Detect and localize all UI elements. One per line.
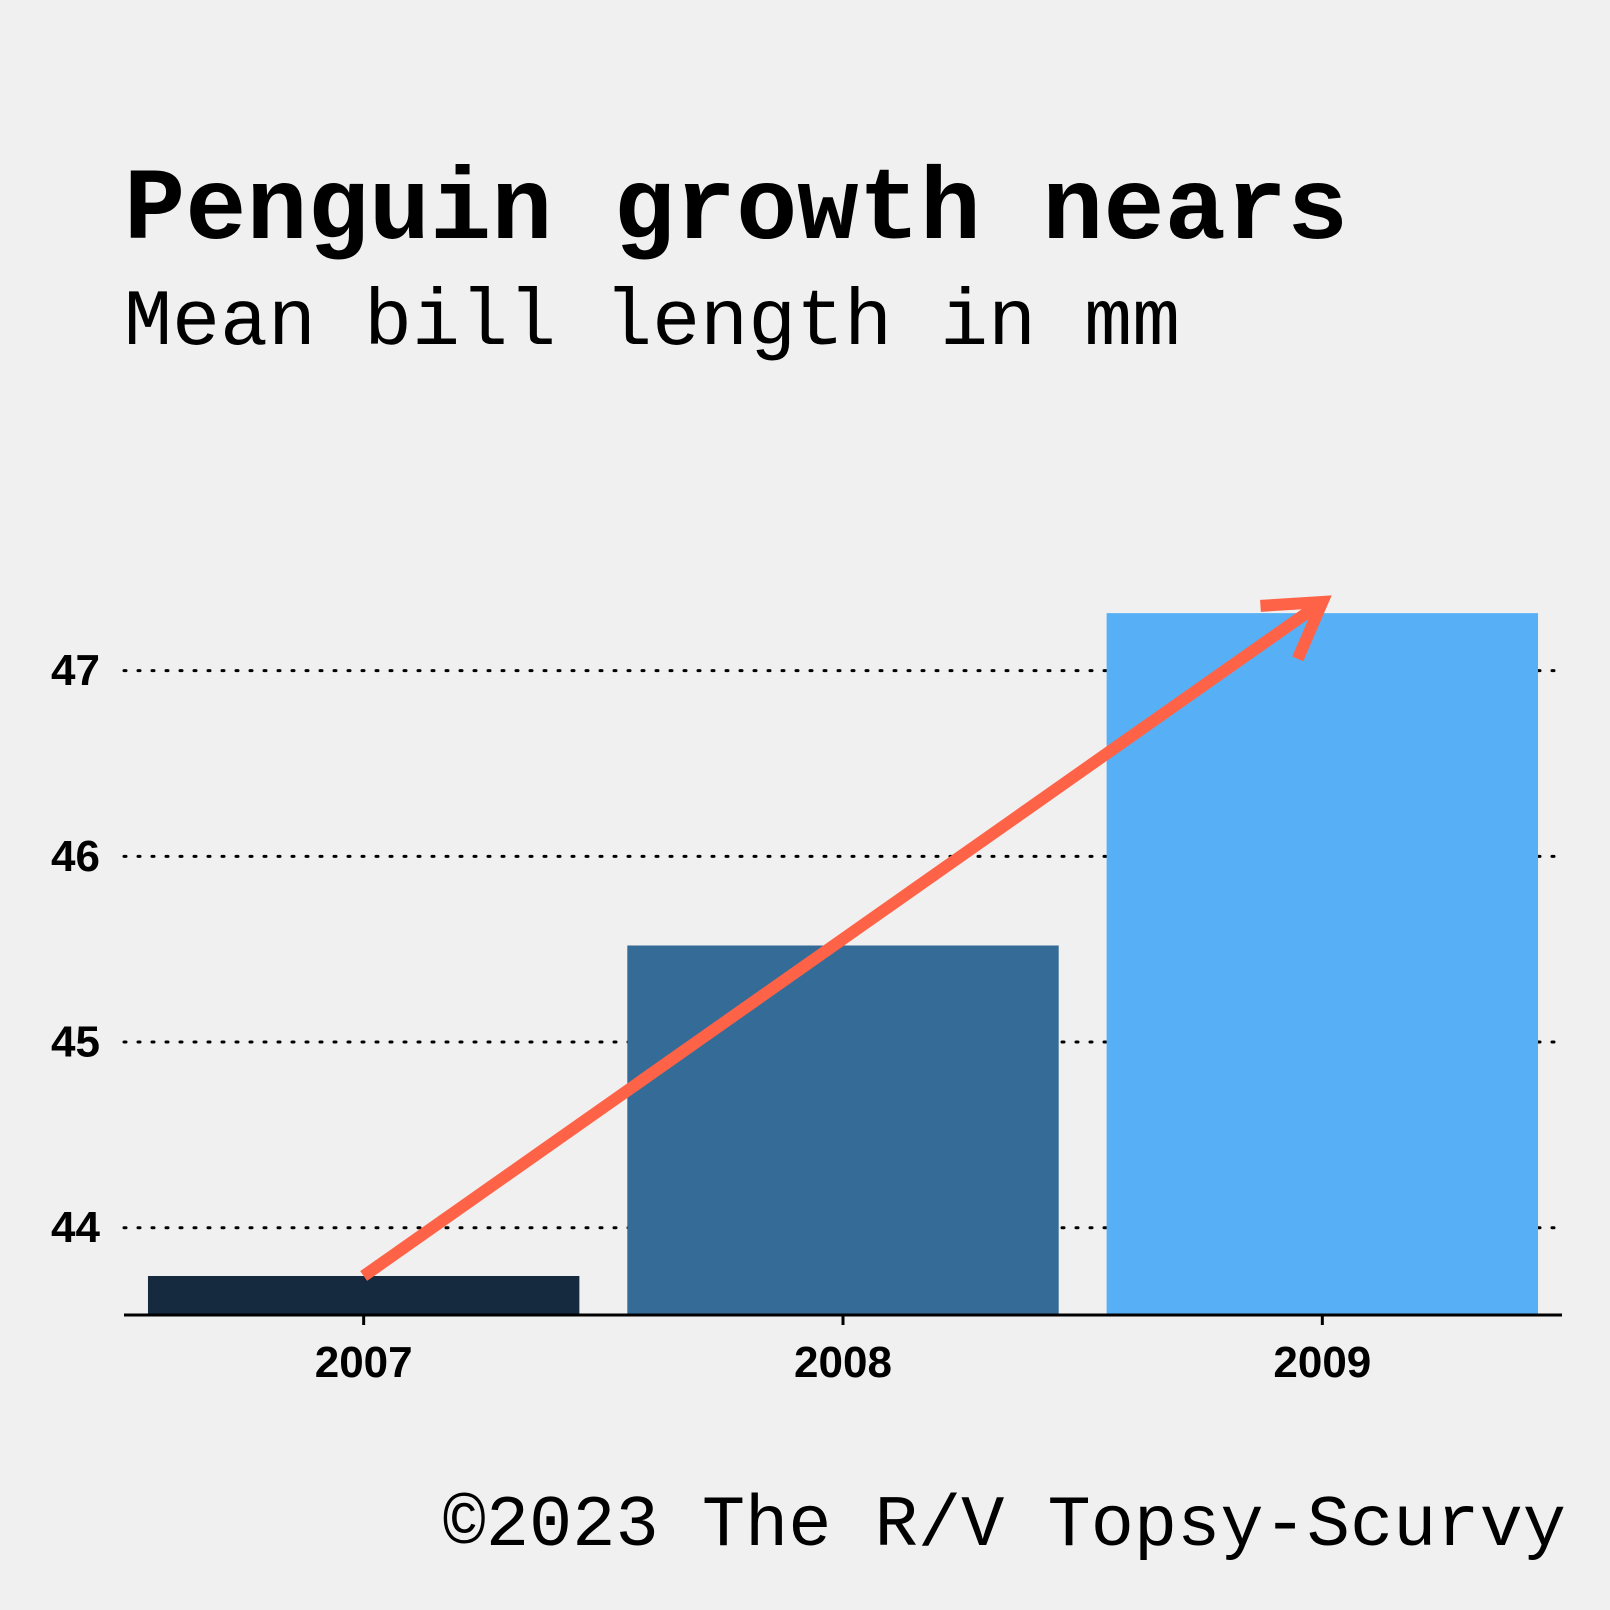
bar-2008 [627,945,1059,1315]
bar-2007 [147,1276,580,1315]
chart-subtitle: Mean bill length in mm [124,278,1181,369]
chart-title: Penguin growth nears [124,153,1349,269]
trend-arrow-shaft [360,597,1326,1281]
annotations [360,595,1332,1281]
y-tick-label: 46 [51,832,100,881]
axes: 44 45 46 47 2007 2008 2009 [51,646,1562,1387]
y-tick-label: 47 [51,646,100,695]
x-tick-label: 2007 [315,1338,413,1387]
x-tick-label: 2009 [1273,1338,1371,1387]
bar-2009 [1106,613,1539,1315]
trend-arrow-head [1260,595,1332,662]
bars [147,613,1539,1315]
x-tick-label: 2008 [794,1338,892,1387]
gridlines [122,669,1564,1230]
chart-caption: ©2023 The R/V Topsy-Scurvy [442,1485,1566,1567]
y-tick-label: 45 [51,1018,100,1067]
y-tick-label: 44 [51,1203,100,1252]
